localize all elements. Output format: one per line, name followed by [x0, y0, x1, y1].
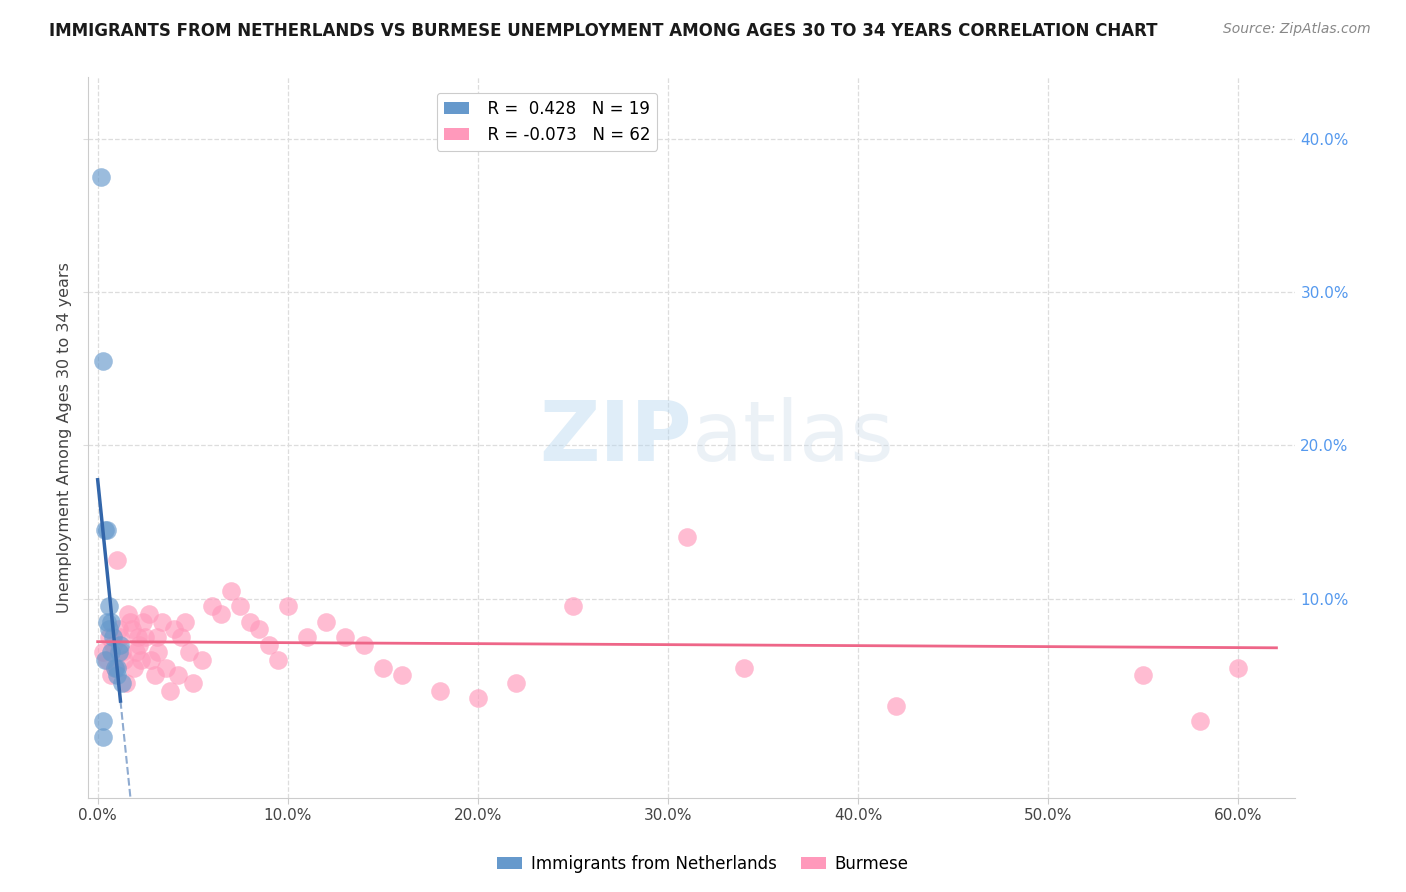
Point: [96, 653, 118, 667]
Point: [111, 676, 134, 690]
Point: [105, 661, 128, 675]
Point: [391, 668, 413, 682]
Point: [118, 615, 141, 629]
Point: [90, 170, 112, 185]
Point: [209, 607, 232, 621]
Point: [93, 645, 115, 659]
Text: Source: ZipAtlas.com: Source: ZipAtlas.com: [1223, 22, 1371, 37]
Point: [125, 645, 148, 659]
Point: [177, 645, 200, 659]
Point: [138, 607, 160, 621]
Point: [219, 584, 242, 599]
Point: [733, 661, 755, 675]
Text: IMMIGRANTS FROM NETHERLANDS VS BURMESE UNEMPLOYMENT AMONG AGES 30 TO 34 YEARS CO: IMMIGRANTS FROM NETHERLANDS VS BURMESE U…: [49, 22, 1157, 40]
Point: [128, 638, 150, 652]
Point: [127, 630, 149, 644]
Point: [163, 623, 186, 637]
Point: [277, 599, 299, 614]
Point: [105, 553, 128, 567]
Point: [159, 683, 181, 698]
Point: [155, 661, 177, 675]
Point: [1227, 661, 1250, 675]
Point: [315, 615, 337, 629]
Text: atlas: atlas: [692, 397, 894, 478]
Point: [104, 661, 127, 675]
Point: [145, 630, 167, 644]
Point: [1132, 668, 1154, 682]
Point: [505, 676, 527, 690]
Point: [96, 615, 118, 629]
Point: [139, 653, 162, 667]
Point: [257, 638, 280, 652]
Point: [148, 645, 170, 659]
Point: [181, 676, 204, 690]
Point: [107, 623, 129, 637]
Point: [247, 623, 270, 637]
Point: [107, 645, 129, 659]
Point: [143, 668, 166, 682]
Point: [371, 661, 394, 675]
Legend:   R =  0.428   N = 19,   R = -0.073   N = 62: R = 0.428 N = 19, R = -0.073 N = 62: [437, 93, 657, 151]
Point: [201, 599, 224, 614]
Point: [132, 615, 155, 629]
Point: [96, 523, 118, 537]
Point: [94, 523, 117, 537]
Point: [429, 683, 451, 698]
Point: [174, 615, 197, 629]
Point: [166, 668, 188, 682]
Point: [150, 615, 173, 629]
Point: [110, 630, 132, 644]
Point: [93, 354, 115, 368]
Point: [676, 530, 699, 544]
Point: [121, 623, 143, 637]
Point: [467, 691, 489, 706]
Point: [110, 638, 132, 652]
Point: [134, 630, 156, 644]
Point: [229, 599, 252, 614]
Point: [101, 630, 124, 644]
Point: [105, 668, 128, 682]
Point: [170, 630, 193, 644]
Point: [100, 645, 122, 659]
Point: [100, 615, 122, 629]
Y-axis label: Unemployment Among Ages 30 to 34 years: Unemployment Among Ages 30 to 34 years: [58, 262, 72, 613]
Legend: Immigrants from Netherlands, Burmese: Immigrants from Netherlands, Burmese: [491, 848, 915, 880]
Point: [267, 653, 290, 667]
Point: [98, 599, 121, 614]
Point: [98, 623, 121, 637]
Point: [98, 630, 121, 644]
Point: [115, 676, 138, 690]
Point: [111, 645, 134, 659]
Point: [239, 615, 262, 629]
Point: [295, 630, 318, 644]
Point: [191, 653, 214, 667]
Point: [117, 607, 139, 621]
Point: [122, 661, 145, 675]
Point: [131, 653, 153, 667]
Point: [94, 653, 117, 667]
Point: [104, 661, 127, 675]
Point: [884, 699, 907, 714]
Point: [333, 630, 356, 644]
Point: [562, 599, 585, 614]
Point: [1189, 714, 1212, 729]
Point: [101, 638, 124, 652]
Point: [93, 730, 115, 744]
Text: ZIP: ZIP: [540, 397, 692, 478]
Point: [353, 638, 375, 652]
Point: [112, 653, 135, 667]
Point: [93, 714, 115, 729]
Point: [100, 668, 122, 682]
